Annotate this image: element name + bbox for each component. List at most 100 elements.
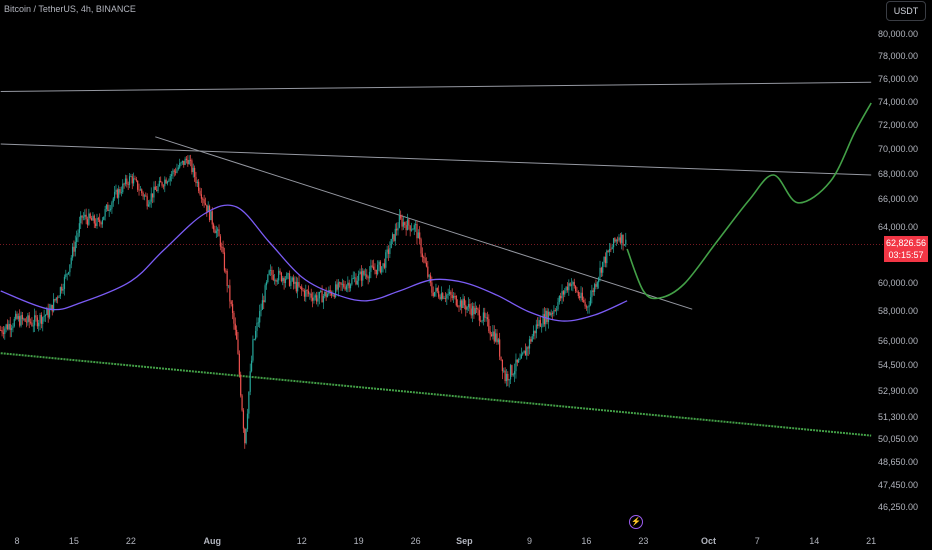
- candle-body: [541, 326, 543, 328]
- candle-body: [139, 189, 141, 191]
- x-tick-label: 7: [754, 536, 760, 546]
- candle-body: [469, 303, 471, 309]
- candle-body: [2, 332, 5, 334]
- candle-body: [151, 193, 154, 198]
- candle-body: [385, 252, 387, 268]
- candle-body: [112, 198, 114, 203]
- candle-body: [301, 286, 303, 290]
- candle-body: [25, 321, 28, 323]
- candle-body: [463, 298, 466, 306]
- candle-body: [237, 339, 239, 354]
- last-price-value: 62,826.56: [885, 238, 927, 248]
- trendline-3: [155, 136, 693, 310]
- candle-body: [511, 365, 513, 376]
- candle-body: [138, 189, 140, 191]
- candle-body: [352, 277, 354, 279]
- candle-body: [12, 326, 14, 329]
- candle-body: [311, 297, 314, 301]
- candle-body: [271, 270, 273, 276]
- candle-body: [219, 236, 221, 247]
- candle-body: [67, 272, 70, 274]
- candle-body: [268, 270, 270, 275]
- candle-body: [398, 215, 400, 228]
- candle-body: [325, 291, 327, 298]
- candle-body: [85, 214, 87, 220]
- candle-body: [101, 219, 104, 225]
- currency-button[interactable]: USDT: [886, 1, 926, 21]
- candle-body: [442, 293, 444, 299]
- y-tick-label: 66,000.00: [877, 194, 918, 204]
- candle-body: [354, 277, 356, 279]
- candle-body: [238, 353, 240, 375]
- candle-body: [604, 256, 607, 264]
- candle-body: [123, 183, 125, 185]
- candle-body: [583, 300, 585, 303]
- candle-body: [527, 347, 529, 349]
- candle-body: [0, 330, 2, 331]
- candle-body: [523, 350, 525, 354]
- candle-body: [13, 318, 15, 327]
- candle-body: [28, 315, 30, 322]
- candle-body: [458, 306, 460, 308]
- candle-body: [309, 293, 311, 295]
- last-price-label: 62,826.56 03:15:57: [884, 236, 928, 262]
- candle-body: [532, 330, 535, 337]
- candle-body: [160, 180, 162, 183]
- candle-body: [561, 291, 563, 299]
- candle-body: [307, 290, 310, 294]
- candle-body: [455, 295, 457, 306]
- candle-body: [44, 315, 47, 317]
- candle-body: [116, 189, 118, 198]
- candle-body: [229, 285, 231, 302]
- candle-body: [130, 176, 132, 178]
- candle-body: [185, 158, 188, 161]
- candle-body: [318, 291, 320, 299]
- candle-body: [103, 216, 105, 220]
- candle-body: [622, 234, 624, 246]
- candle-body: [607, 250, 609, 252]
- candle-body: [225, 270, 227, 272]
- candle-body: [250, 360, 253, 372]
- candle-body: [89, 213, 91, 219]
- candle-body: [107, 204, 109, 211]
- candle-body: [462, 298, 464, 309]
- candle-body: [530, 339, 532, 342]
- last-price-countdown: 03:15:57: [888, 250, 924, 260]
- candle-body: [181, 160, 184, 163]
- candle-body: [371, 265, 373, 267]
- candle-body: [19, 316, 21, 326]
- candle-body: [278, 270, 280, 281]
- candle-body: [158, 180, 160, 187]
- candle-body: [402, 222, 405, 227]
- candle-body: [432, 292, 434, 296]
- candle-body: [470, 308, 472, 316]
- x-tick-label: 9: [526, 536, 533, 546]
- candle-body: [429, 275, 432, 283]
- candle-body: [564, 290, 566, 295]
- candle-body: [118, 189, 120, 198]
- candle-body: [302, 289, 304, 291]
- candle-body: [553, 310, 555, 314]
- candle-body: [416, 224, 418, 239]
- candle-body: [409, 225, 411, 231]
- candle-body: [505, 373, 508, 382]
- candle-body: [621, 234, 623, 243]
- candle-body: [78, 223, 80, 233]
- candle-body: [16, 313, 18, 319]
- candle-body: [341, 283, 343, 285]
- candle-body: [438, 291, 440, 297]
- candle-body: [493, 331, 495, 342]
- candle-body: [264, 285, 266, 303]
- candle-body: [596, 282, 598, 287]
- candle-body: [57, 297, 59, 299]
- candle-body: [249, 371, 251, 392]
- candle-body: [63, 276, 66, 290]
- candle-body: [66, 273, 68, 275]
- y-tick-label: 60,000.00: [877, 278, 918, 288]
- lightning-icon[interactable]: ⚡: [629, 515, 643, 529]
- candle-body: [55, 297, 57, 301]
- candle-body: [417, 232, 419, 239]
- candle-body: [58, 296, 60, 298]
- candle-body: [560, 296, 562, 299]
